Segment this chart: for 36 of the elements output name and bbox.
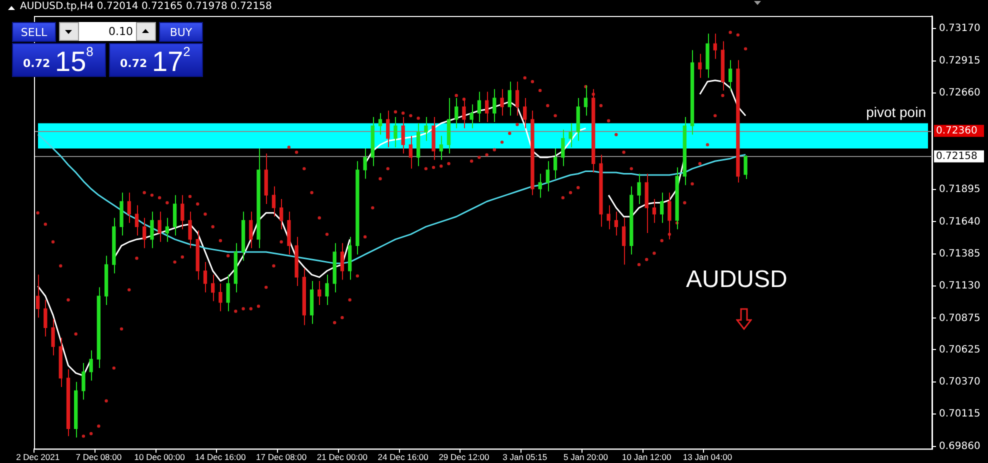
annotation: 0.72 [120,57,148,70]
y-tick-label: 0.69860 [939,440,980,452]
y-tick-label: 0.71640 [939,216,980,228]
x-tick-label: 24 Dec 16:00 [378,452,429,462]
y-tick-label: 0.71895 [939,184,980,196]
annotation: 17$^{2}$ [152,44,190,78]
y-tick-label: 0.70370 [939,376,980,388]
x-tick-label: 17 Dec 08:00 [256,452,307,462]
annotation: SELL [12,22,56,42]
x-tick-label: 13 Jan 04:00 [682,452,732,462]
annotation: BUY [159,22,203,42]
annotation: AUDUSD [686,266,788,294]
y-tick-label: 0.70875 [939,312,980,324]
annotation: 15$^{8}$ [55,44,94,78]
chart-title: AUDUSD.tp,H4 0.72014 0.72165 0.71978 0.72158 [20,1,272,12]
x-tick-label: 10 Dec 00:00 [134,452,186,462]
x-tick-label: 5 Jan 20:00 [564,452,608,462]
y-tick-label: 0.70625 [939,344,980,356]
x-tick-label: 2 Dec 2021 [16,452,60,462]
x-tick-label: 14 Dec 16:00 [195,452,246,462]
y-tick-label: 0.71385 [939,248,980,260]
ref-line-label: 0.72158 [936,150,978,162]
x-tick-label: 3 Jan 05:15 [502,452,548,462]
y-tick-label: 0.72915 [939,55,980,66]
y-tick-label: 0.73170 [939,23,980,34]
y-tick-label: 0.72660 [939,88,980,99]
x-tick-label: 10 Jan 12:00 [622,452,672,462]
band-label: pivot poin [866,104,926,120]
x-tick-label: 21 Dec 00:00 [316,452,368,462]
y-tick-label: 0.71130 [939,280,980,292]
x-tick-label: 7 Dec 08:00 [76,452,122,462]
ref-line-label: 0.72360 [936,125,978,136]
annotation: 0.72 [23,57,50,70]
x-tick-label: 29 Dec 12:00 [438,452,490,462]
annotation: 0.10 [79,22,136,41]
y-tick-label: 0.70115 [939,408,980,420]
